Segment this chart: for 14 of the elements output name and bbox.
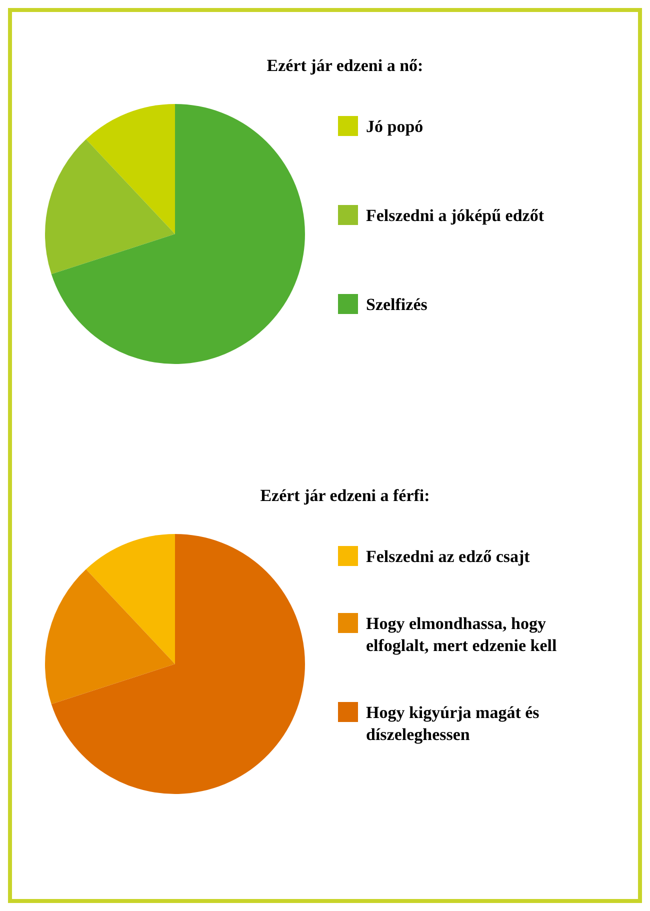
legend-label: Felszedni a jóképű edzőt [366,205,546,227]
legend-label: Hogy elmondhassa, hogy elfoglalt, mert edzenie kell [366,613,558,657]
legend-label: Felszedni az edző csajt [366,546,531,568]
chart-title: Ezért jár edzeni a nő: [266,55,424,76]
pie-slice [86,534,175,664]
legend-label: Hogy kigyúrja magát és díszeleghessen [366,702,540,746]
pie-slice [45,569,175,704]
pie-slice [45,139,175,274]
pie-slice [86,104,175,234]
legend-label: Szelfizés [366,294,428,316]
chart-title: Ezért jár edzeni a férfi: [259,485,431,506]
pie-slice [51,534,305,794]
pie-slice [51,104,305,364]
legend-label: Jó popó [366,116,424,138]
